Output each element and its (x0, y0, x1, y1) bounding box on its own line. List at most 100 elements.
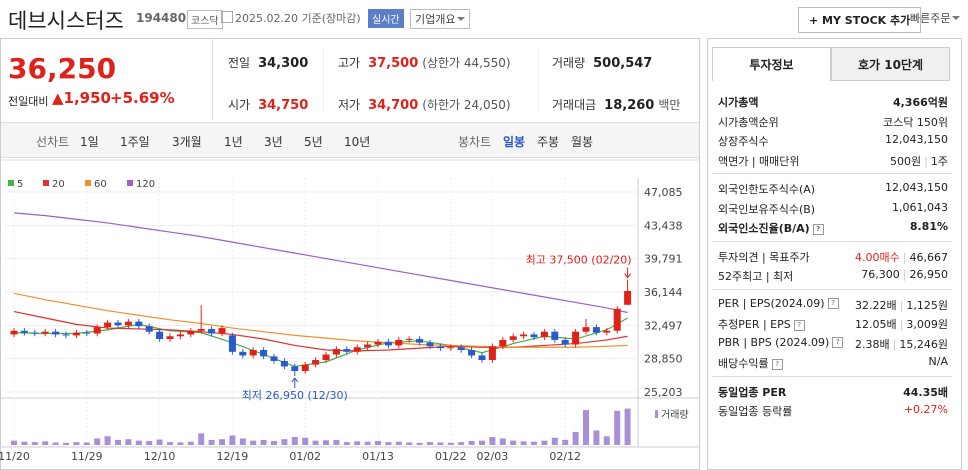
volume-bar (198, 433, 205, 445)
info-row: 추정PER | EPS? 12.05배 | 3,009원 (718, 314, 948, 333)
info-label: 동일업종 등락률 (718, 405, 793, 418)
period-tab[interactable]: 10년 (344, 135, 371, 149)
volume-bar (624, 408, 631, 445)
info-number: 46,667 (909, 250, 949, 264)
ma-line (13, 311, 628, 352)
info-row: 동일업종 PER 44.35배 (718, 382, 948, 401)
info-tab[interactable]: 호가 10단계 (831, 47, 950, 81)
info-value: +0.27% (904, 403, 948, 416)
x-tick-label: 11/29 (71, 450, 103, 463)
period-tab[interactable]: 1일 (80, 135, 99, 149)
period-tab[interactable]: 3개월 (172, 135, 202, 149)
candle-body (291, 366, 299, 372)
volume-bar (385, 442, 392, 445)
candle-body (582, 327, 590, 332)
summary-extra: 백만 (658, 98, 681, 112)
candle-body (52, 331, 60, 335)
volume-bar (271, 441, 277, 445)
volume-bar (416, 442, 423, 445)
volume-bar (323, 440, 329, 445)
summary-value: 34,750 (258, 98, 309, 113)
candle-body (312, 360, 320, 365)
volume-bar (52, 442, 59, 445)
candle-tab[interactable]: 월봉 (571, 135, 594, 149)
legend-swatch (43, 180, 49, 186)
legend-swatch (655, 410, 658, 418)
company-dropdown[interactable]: 기업개요 (410, 9, 471, 29)
summary-label: 저가 (338, 98, 361, 112)
x-tick-label: 12/10 (144, 450, 176, 463)
volume-bar (219, 439, 225, 445)
volume-bar (551, 437, 558, 445)
info-label: 추정PER | EPS? (718, 316, 805, 332)
info-label: 배당수익률? (718, 355, 783, 371)
volume-bar (375, 441, 381, 445)
volume-bar (510, 440, 517, 445)
volume-bar (291, 437, 298, 445)
info-number: 26,950 (909, 268, 949, 281)
candle-body (270, 356, 278, 361)
candle-body (478, 355, 486, 361)
volume-bar (187, 441, 194, 445)
info-tab[interactable]: 투자정보 (712, 47, 831, 81)
summary-label: 거래량 (552, 56, 586, 70)
volume-bar (11, 440, 17, 445)
candle-tab[interactable]: 일봉 (503, 135, 526, 149)
candle-body (592, 327, 600, 333)
volume-bar (94, 438, 101, 445)
info-value: 12.05배 | 3,009원 (855, 316, 948, 332)
legend-label: 20 (52, 179, 65, 190)
candle-body (374, 341, 382, 345)
volume-bar (42, 441, 49, 445)
candle-tab[interactable]: 주봉 (537, 135, 560, 149)
candle-body (249, 349, 257, 356)
candle-body (145, 326, 153, 332)
candle-body (176, 334, 184, 337)
info-number: 44.35배 (903, 385, 948, 399)
separator: | (892, 337, 897, 351)
volume-bar (562, 439, 569, 445)
volume-bar (167, 442, 173, 445)
divider (712, 240, 952, 242)
separator: | (899, 318, 904, 331)
volume-bar (135, 440, 142, 445)
volume-bar (343, 442, 350, 445)
chart: 47,085 43,438 39,791 36,144 32,497 28,850 25,2… (0, 159, 700, 463)
volume-label: 거래량 (661, 409, 689, 421)
period-tab[interactable]: 1주일 (120, 135, 150, 149)
y-tick-label: 25,203 (644, 386, 683, 399)
volume-bar (239, 438, 246, 445)
high-annotation: 최고 37,500 (02/20) (526, 254, 632, 267)
info-label: 외국인소진율(B/A)? (718, 220, 824, 236)
y-tick-label: 28,850 (644, 353, 683, 366)
candle-body (260, 349, 268, 357)
change-pct: +5.69% (110, 89, 175, 107)
candle-body (31, 332, 39, 334)
candle-body (384, 341, 392, 346)
volume-bar (21, 441, 28, 445)
candle-body (228, 335, 236, 352)
candle-body (280, 360, 288, 367)
volume-bar (146, 441, 153, 445)
y-tick-label: 36,144 (644, 286, 683, 299)
mystock-button[interactable]: + MY STOCK 추가 (798, 7, 922, 33)
period-tab[interactable]: 1년 (224, 135, 243, 149)
y-tick-label: 43,438 (644, 219, 683, 232)
candle-body (93, 327, 101, 334)
summary-label: 전일 (228, 56, 251, 70)
period-tab[interactable]: 5년 (304, 135, 323, 149)
volume-bar (572, 431, 579, 445)
low-annotation: 최저 26,950 (12/30) (242, 389, 348, 402)
x-tick-label: 01/22 (435, 450, 467, 463)
summary-label: 고가 (338, 56, 361, 70)
ma-line (13, 292, 628, 348)
legend-label: 60 (94, 179, 107, 190)
period-tab[interactable]: 3년 (264, 135, 283, 149)
info-value: 500원 | 1주 (890, 153, 948, 169)
quick-order[interactable]: 빠른주문 (906, 9, 964, 27)
volume-bar (499, 438, 506, 445)
summary-value: 34,700 (368, 98, 419, 113)
calendar-icon (221, 11, 233, 23)
realtime-badge[interactable]: 실시간 (368, 9, 404, 28)
volume-bar (250, 440, 257, 445)
